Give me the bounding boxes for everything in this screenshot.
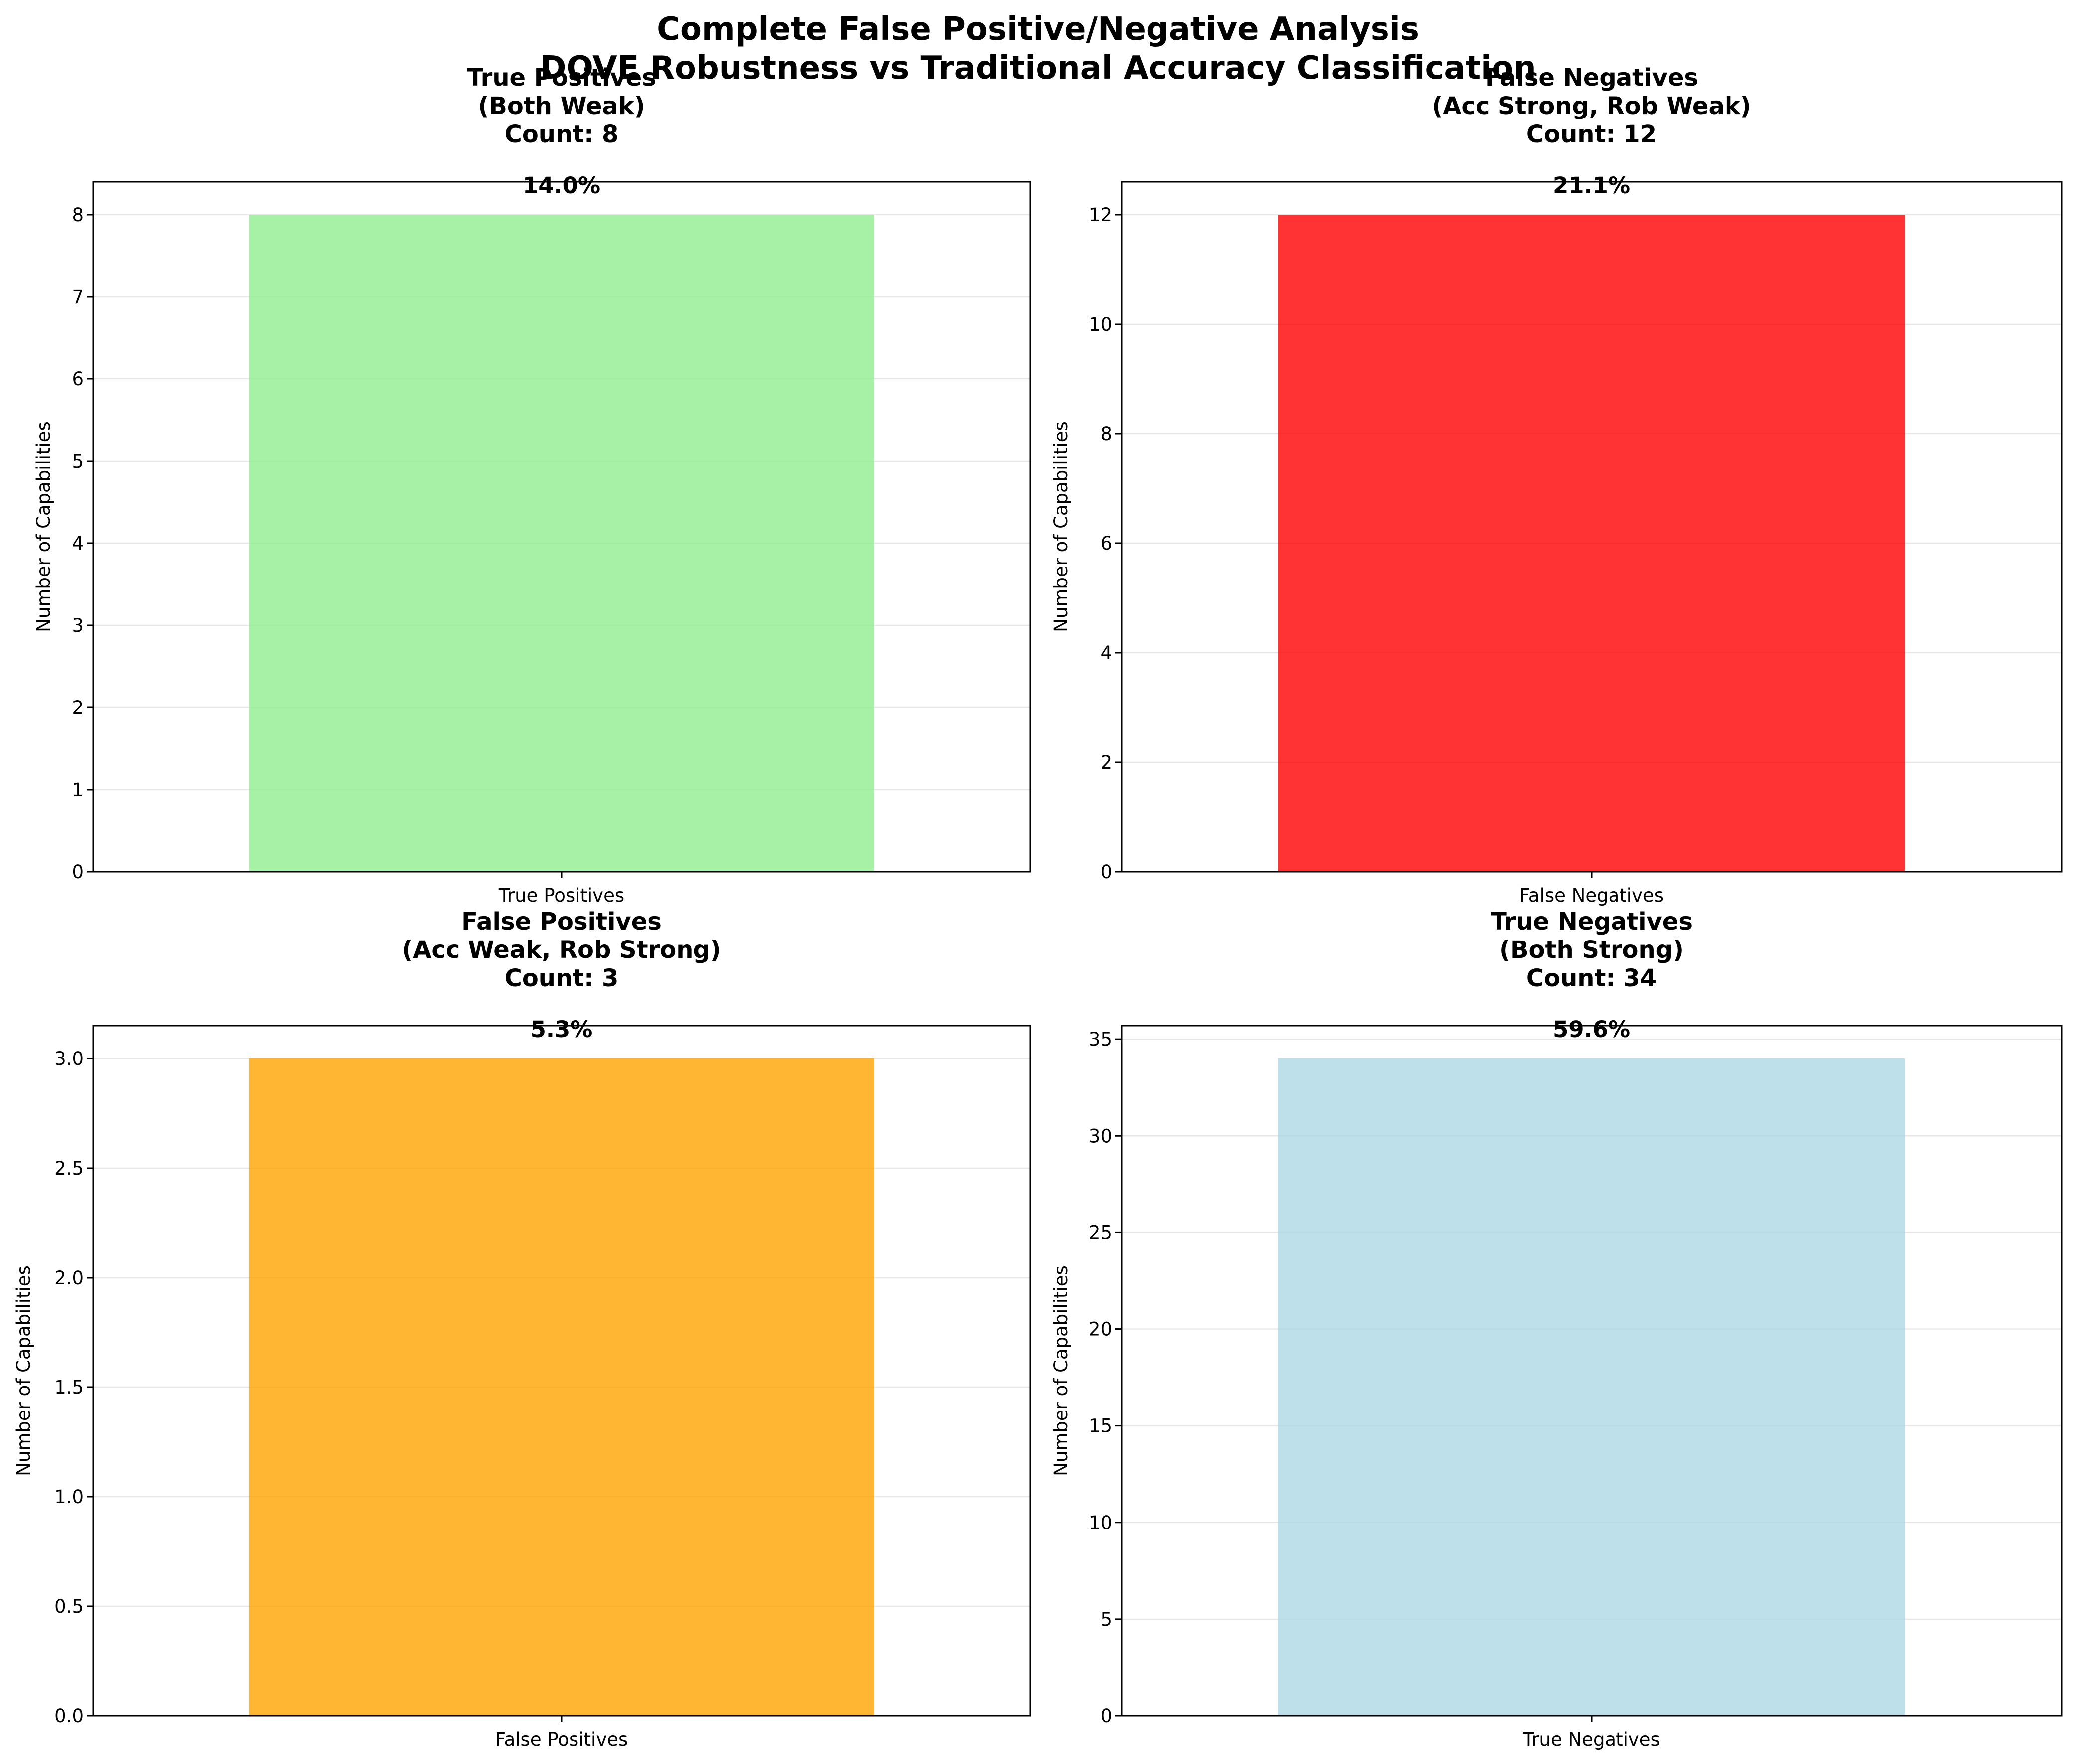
subplot-2: 0 2 4 6 8 10 12 False Negatives Number of Capabi… bbox=[1050, 64, 2063, 906]
y-tick-label: 6 bbox=[1100, 533, 1112, 554]
bar bbox=[1278, 1058, 1905, 1716]
y-axis-label: Number of Capabilities bbox=[1050, 421, 1072, 632]
y-tick-label: 35 bbox=[1089, 1029, 1112, 1050]
subplot-title-line: (Acc Strong, Rob Weak) bbox=[1432, 92, 1751, 120]
subplot-4: 0 5 10 15 20 25 30 35 True Negatives Number of Ca… bbox=[1050, 908, 2063, 1750]
y-tick-label: 2 bbox=[1100, 752, 1112, 773]
bar-data-label: 5.3% bbox=[531, 1016, 593, 1043]
y-tick-label: 6 bbox=[72, 368, 84, 390]
y-tick-label: 0.5 bbox=[54, 1596, 84, 1617]
y-tick-label: 7 bbox=[72, 286, 84, 308]
y-tick-label: 2 bbox=[72, 697, 84, 718]
y-tick-label: 10 bbox=[1089, 314, 1112, 335]
y-tick-label: 3 bbox=[72, 615, 84, 636]
subplot-3: 0.0 0.5 1.0 1.5 2.0 2.5 3.0 False Positives Numb… bbox=[13, 908, 1031, 1750]
bar bbox=[249, 1058, 874, 1716]
subplot-title-line: True Negatives bbox=[1491, 908, 1693, 936]
y-tick-label: 25 bbox=[1089, 1222, 1112, 1243]
y-tick-label: 2.5 bbox=[54, 1158, 84, 1179]
subplot-title-line: Count: 34 bbox=[1526, 964, 1657, 992]
y-tick-label: 3.0 bbox=[54, 1048, 84, 1069]
y-tick-label: 0 bbox=[1100, 1705, 1112, 1727]
y-axis-label: Number of Capabilities bbox=[1050, 1265, 1072, 1476]
y-tick-label: 0.0 bbox=[54, 1705, 84, 1727]
y-tick-label: 30 bbox=[1089, 1125, 1112, 1147]
y-tick-label: 1 bbox=[72, 779, 84, 801]
x-tick-label: False Positives bbox=[495, 1729, 628, 1750]
subplot-title-line: False Positives bbox=[461, 908, 662, 936]
subplot-title-line: True Positives bbox=[467, 64, 656, 92]
subplot-1: 0 1 2 3 4 5 6 7 8 True Positives Number of Capabil… bbox=[33, 64, 1031, 906]
y-tick-label: 5 bbox=[72, 451, 84, 472]
bar-data-label: 14.0% bbox=[523, 172, 600, 199]
y-tick-label: 20 bbox=[1089, 1319, 1112, 1340]
y-tick-label: 5 bbox=[1100, 1609, 1112, 1630]
x-tick-label: True Negatives bbox=[1522, 1729, 1660, 1750]
y-tick-label: 0 bbox=[72, 861, 84, 883]
y-tick-label: 15 bbox=[1089, 1415, 1112, 1437]
y-tick-label: 8 bbox=[72, 204, 84, 226]
y-tick-label: 4 bbox=[1100, 642, 1112, 664]
subplot-title-line: Count: 12 bbox=[1526, 120, 1657, 148]
y-axis-label: Number of Capabilities bbox=[13, 1265, 34, 1476]
subplot-title-line: (Both Strong) bbox=[1499, 936, 1684, 964]
x-tick-label: True Positives bbox=[498, 885, 624, 906]
y-tick-label: 0 bbox=[1100, 861, 1112, 883]
figure-title-line1: Complete False Positive/Negative Analysi… bbox=[657, 11, 1419, 48]
y-tick-label: 8 bbox=[1100, 423, 1112, 445]
bar bbox=[249, 215, 874, 872]
y-tick-label: 1.5 bbox=[54, 1377, 84, 1398]
bar-data-label: 21.1% bbox=[1553, 172, 1630, 199]
x-tick-label: False Negatives bbox=[1519, 885, 1664, 906]
y-axis-label: Number of Capabilities bbox=[33, 421, 54, 632]
y-tick-label: 4 bbox=[72, 533, 84, 554]
subplot-title-line: (Acc Weak, Rob Strong) bbox=[402, 936, 721, 964]
figure-title-line2: DOVE Robustness vs Traditional Accuracy … bbox=[540, 50, 1536, 87]
bar bbox=[1278, 215, 1905, 872]
y-tick-label: 10 bbox=[1089, 1512, 1112, 1533]
subplot-title-line: Count: 3 bbox=[505, 964, 619, 992]
y-tick-label: 2.0 bbox=[54, 1267, 84, 1289]
subplot-title-line: False Negatives bbox=[1485, 64, 1698, 92]
y-tick-label: 1.0 bbox=[54, 1486, 84, 1508]
subplot-title-line: Count: 8 bbox=[505, 120, 619, 148]
bar-data-label: 59.6% bbox=[1553, 1016, 1630, 1043]
y-tick-label: 12 bbox=[1089, 204, 1112, 226]
subplot-title-line: (Both Weak) bbox=[478, 92, 645, 120]
